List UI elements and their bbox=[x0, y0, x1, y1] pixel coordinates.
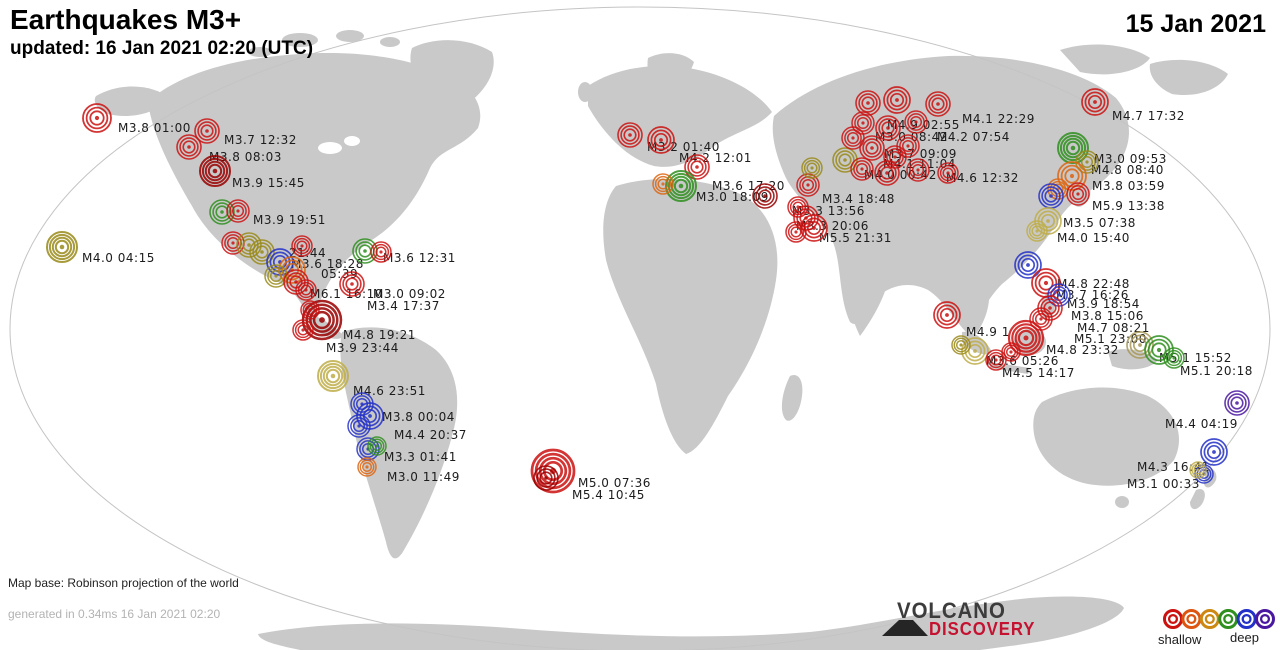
quake-marker[interactable] bbox=[684, 154, 710, 180]
quake-marker[interactable] bbox=[1081, 88, 1109, 116]
quake-marker[interactable] bbox=[1031, 268, 1061, 298]
volcano-discovery-logo[interactable]: VOLCANO DISCOVERY bbox=[882, 596, 1052, 644]
quake-marker[interactable] bbox=[1057, 161, 1087, 191]
quake-marker[interactable] bbox=[236, 232, 262, 258]
quake-marker[interactable] bbox=[82, 103, 112, 133]
quake-marker[interactable] bbox=[906, 158, 930, 182]
quake-marker[interactable] bbox=[883, 86, 911, 114]
updated-timestamp: updated: 16 Jan 2021 02:20 (UTC) bbox=[10, 38, 314, 59]
quake-marker[interactable] bbox=[357, 457, 377, 477]
quake-marker[interactable] bbox=[295, 279, 317, 301]
quake-marker[interactable] bbox=[1038, 183, 1064, 209]
quake-marker[interactable] bbox=[367, 436, 387, 456]
quake-marker[interactable] bbox=[226, 199, 250, 223]
quake-marker[interactable] bbox=[904, 110, 928, 134]
quake-marker[interactable] bbox=[841, 126, 865, 150]
quake-marker[interactable] bbox=[832, 147, 858, 173]
page-title: Earthquakes M3+ bbox=[10, 4, 242, 35]
quake-marker[interactable] bbox=[851, 111, 875, 135]
depth-legend: shallow deep bbox=[1158, 604, 1280, 650]
map-date: 15 Jan 2021 bbox=[1125, 10, 1266, 38]
quake-marker[interactable] bbox=[317, 360, 349, 392]
depth-legend-rings bbox=[1163, 609, 1275, 629]
quake-marker[interactable] bbox=[896, 134, 920, 158]
logo-text-volcano: VOLCANO bbox=[897, 598, 1006, 623]
quake-marker[interactable] bbox=[300, 300, 320, 320]
quake-marker[interactable] bbox=[339, 271, 365, 297]
quake-marker[interactable] bbox=[647, 126, 675, 154]
quake-marker[interactable] bbox=[617, 122, 643, 148]
quake-marker[interactable] bbox=[874, 160, 900, 186]
quake-marker[interactable] bbox=[1189, 461, 1207, 479]
quake-marker[interactable] bbox=[176, 134, 202, 160]
quake-marker[interactable] bbox=[1224, 390, 1250, 416]
quake-marker[interactable] bbox=[1026, 220, 1048, 242]
quake-marker[interactable] bbox=[850, 157, 874, 181]
quake-marker[interactable] bbox=[925, 91, 951, 117]
quake-marker[interactable] bbox=[1163, 347, 1185, 369]
quake-marker[interactable] bbox=[46, 231, 78, 263]
logo-text-discovery: DISCOVERY bbox=[929, 619, 1036, 639]
quake-marker[interactable] bbox=[859, 135, 885, 161]
quake-marker[interactable] bbox=[209, 199, 235, 225]
quake-marker[interactable] bbox=[1057, 132, 1089, 164]
quake-marker[interactable] bbox=[933, 301, 961, 329]
lakes bbox=[318, 136, 360, 154]
quake-marker[interactable] bbox=[985, 349, 1007, 371]
quake-marker[interactable] bbox=[951, 335, 971, 355]
map-base-note: Map base: Robinson projection of the wor… bbox=[8, 576, 239, 590]
quake-marker[interactable] bbox=[875, 115, 901, 141]
quake-marker[interactable] bbox=[1066, 182, 1090, 206]
continent-shapes bbox=[94, 30, 1228, 650]
quake-marker[interactable] bbox=[370, 241, 392, 263]
quake-marker[interactable] bbox=[533, 465, 559, 491]
quake-marker[interactable] bbox=[347, 414, 371, 438]
projection-boundary bbox=[9, 6, 1271, 650]
quake-marker[interactable] bbox=[961, 337, 989, 365]
quake-marker[interactable] bbox=[194, 118, 220, 144]
quake-marker[interactable] bbox=[855, 90, 881, 116]
quake-marker[interactable] bbox=[199, 155, 231, 187]
generated-note: generated in 0.34ms 16 Jan 2021 02:20 bbox=[8, 607, 221, 621]
quake-marker[interactable] bbox=[937, 162, 959, 184]
quake-marker[interactable] bbox=[291, 235, 313, 257]
quake-marker[interactable] bbox=[801, 157, 823, 179]
legend-deep-label: deep bbox=[1230, 630, 1259, 645]
quake-marker[interactable] bbox=[264, 264, 288, 288]
volcano-icon bbox=[882, 620, 928, 636]
quake-marker[interactable] bbox=[1007, 319, 1045, 357]
legend-shallow-label: shallow bbox=[1158, 632, 1202, 647]
quake-marker[interactable] bbox=[266, 248, 294, 276]
quake-marker[interactable] bbox=[1001, 342, 1021, 362]
quake-marker[interactable] bbox=[752, 183, 778, 209]
quake-marker[interactable] bbox=[1014, 251, 1042, 279]
quake-marker[interactable] bbox=[785, 221, 807, 243]
quake-marker[interactable] bbox=[1200, 438, 1228, 466]
quake-marker[interactable] bbox=[665, 170, 697, 202]
quake-marker[interactable] bbox=[652, 173, 674, 195]
quake-marker[interactable] bbox=[292, 319, 314, 341]
